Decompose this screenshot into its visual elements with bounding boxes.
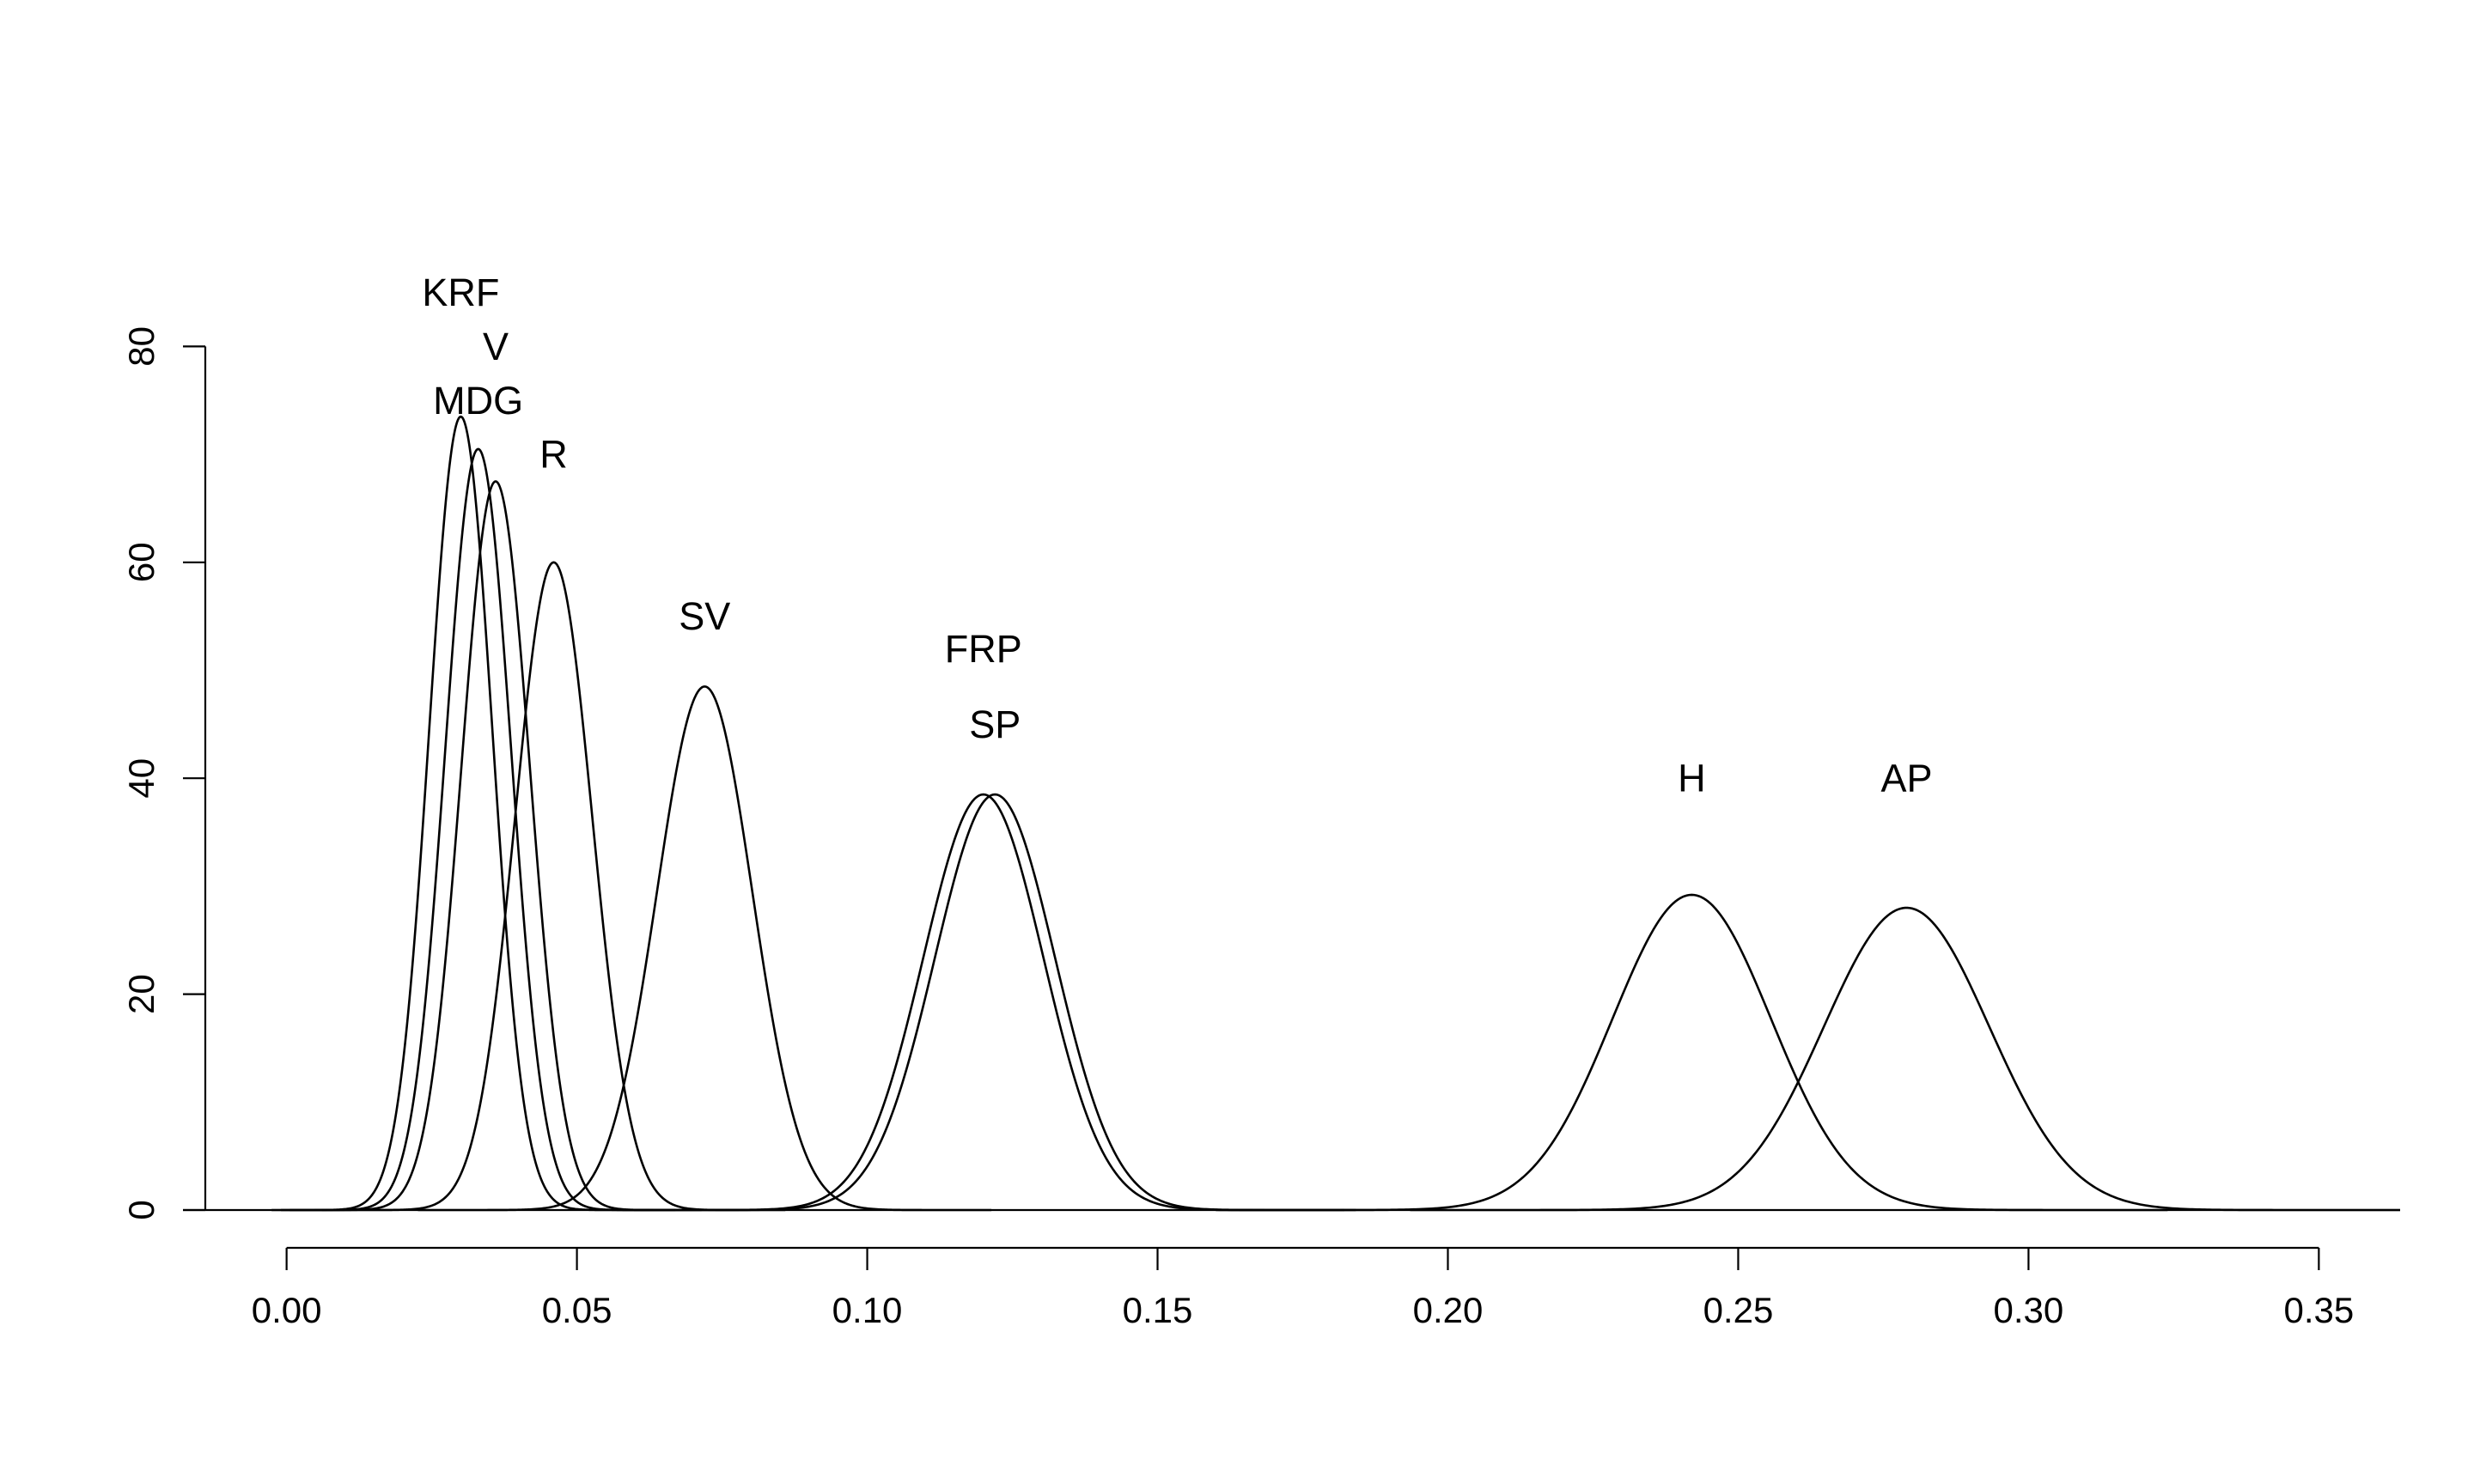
series-label-krf: KRF: [422, 271, 499, 314]
series-label-sv: SV: [679, 594, 730, 638]
x-tick-label: 0.25: [1703, 1290, 1774, 1330]
series-label-frp: FRP: [945, 627, 1022, 671]
x-tick-label: 0.00: [252, 1290, 322, 1330]
x-tick-label: 0.20: [1413, 1290, 1484, 1330]
y-tick-label: 20: [121, 974, 161, 1014]
x-tick-label: 0.15: [1123, 1290, 1193, 1330]
density-curve-mdg: [289, 480, 702, 1212]
series-label-r: R: [539, 433, 568, 477]
density-curve-ap: [1410, 906, 2400, 1212]
density-curve-h: [1216, 893, 2168, 1212]
x-tick-label: 0.35: [2283, 1290, 2354, 1330]
density-curve-frp: [622, 793, 1344, 1212]
y-tick-label: 40: [121, 758, 161, 799]
y-tick-label: 80: [121, 326, 161, 367]
density-curve-r: [321, 561, 786, 1212]
series-label-sp: SP: [969, 702, 1021, 746]
series-label-h: H: [1678, 757, 1706, 800]
series-labels: KRF V MDG R SV FRP SP H AP: [422, 271, 1932, 800]
series-label-ap: AP: [1880, 757, 1932, 800]
y-tick-label: 60: [121, 542, 161, 582]
axes: 0.00 0.05 0.10 0.15 0.20 0.25 0.30 0.35 0 20 40 60 8…: [121, 326, 2400, 1330]
x-tick-label: 0.10: [832, 1290, 903, 1330]
density-curve-krf: [271, 415, 650, 1212]
series-label-v: V: [483, 325, 509, 368]
density-curve-sp: [634, 793, 1356, 1212]
x-tick-label: 0.30: [1994, 1290, 2064, 1330]
series-label-mdg: MDG: [433, 379, 523, 423]
x-tick-label: 0.05: [542, 1290, 612, 1330]
density-curve-sv: [417, 685, 992, 1212]
density-curves: [271, 415, 2400, 1212]
y-tick-label: 0: [121, 1200, 161, 1219]
